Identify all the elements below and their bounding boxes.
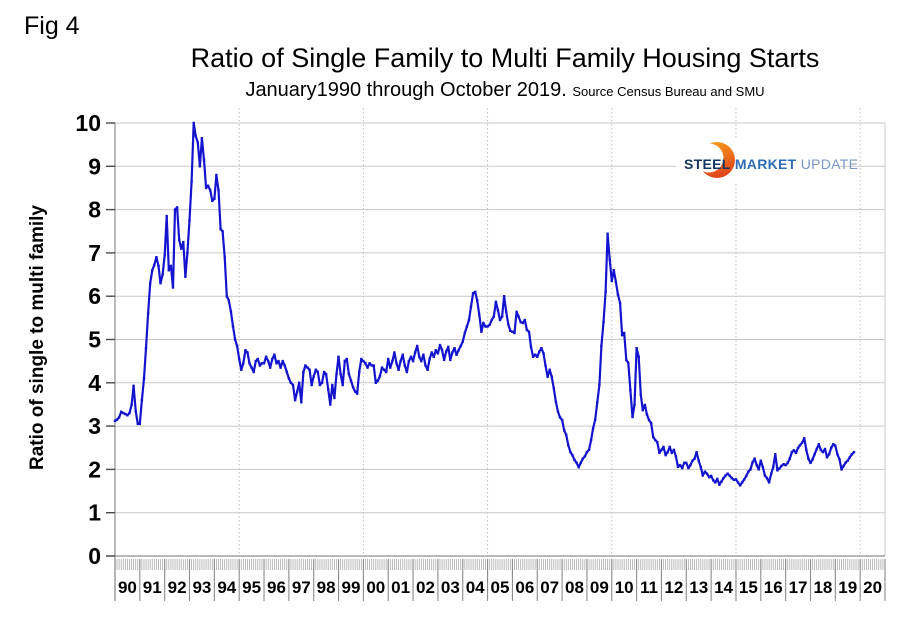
y-tick-label: 9 [88, 153, 101, 179]
x-tick-label: 93 [192, 578, 211, 597]
x-tick-label: 96 [267, 578, 286, 597]
monthly-tick-band [114, 559, 886, 570]
x-tick-label: 11 [640, 578, 658, 597]
y-tick-label: 1 [88, 500, 101, 526]
y-tick-label: 10 [75, 110, 101, 136]
x-tick-label: 10 [615, 578, 634, 597]
plot-frame [106, 123, 886, 601]
y-tick-label: 0 [88, 543, 101, 569]
y-tick-label: 2 [88, 456, 101, 482]
logo-word-market: MARKET [734, 156, 797, 172]
x-tick-label: 19 [838, 578, 857, 597]
chart-title: Ratio of Single Family to Multi Family H… [190, 43, 820, 73]
logo-word-steel: STEEL [684, 156, 731, 172]
x-tick-label: 14 [714, 578, 733, 597]
y-axis-ticks: 0 1 2 3 4 5 6 7 8 9 10 [75, 110, 115, 569]
x-tick-label: 12 [664, 578, 683, 597]
smu-logo: STEEL MARKET UPDATE [676, 139, 858, 181]
x-tick-label: 20 [863, 578, 882, 597]
subtitle-date-range: January1990 through October 2019. [245, 78, 567, 101]
y-tick-label: 7 [88, 240, 101, 266]
x-tick-label: 02 [416, 578, 435, 597]
y-tick-label: 4 [88, 370, 101, 396]
x-tick-label: 17 [789, 578, 808, 597]
y-tick-label: 8 [88, 197, 101, 223]
y-tick-label: 5 [88, 327, 101, 353]
x-tick-label: 04 [466, 578, 485, 597]
x-tick-label: 05 [491, 578, 510, 597]
x-tick-label: 00 [366, 578, 385, 597]
x-tick-label: 92 [168, 578, 187, 597]
subtitle-source: Source Census Bureau and SMU [572, 83, 765, 99]
x-tick-label: 99 [342, 578, 361, 597]
x-tick-label: 13 [689, 578, 708, 597]
x-tick-label: 97 [292, 578, 311, 597]
x-tick-label: 18 [813, 578, 832, 597]
data-series [113, 121, 856, 487]
x-tick-label: 15 [739, 578, 758, 597]
chart-subtitle: January1990 through October 2019. Source… [100, 79, 910, 102]
x-tick-label: 01 [391, 578, 410, 597]
x-tick-label: 08 [565, 578, 584, 597]
vertical-dotted-gridlines [238, 108, 861, 556]
x-axis-year-labels: 90 91 92 93 94 95 96 97 98 99 00 01 02 03 04 05 06 07 08 09… [114, 559, 886, 601]
chart-header: Ratio of Single Family to Multi Family H… [100, 43, 910, 102]
x-tick-label: 16 [764, 578, 783, 597]
y-tick-label: 3 [88, 413, 101, 439]
x-tick-label: 09 [590, 578, 609, 597]
x-tick-label: 98 [317, 578, 336, 597]
figure-label: Fig 4 [24, 12, 80, 40]
smu-logo-text: STEEL MARKET UPDATE [684, 156, 858, 172]
x-tick-label: 03 [441, 578, 460, 597]
logo-word-update: UPDATE [800, 156, 859, 172]
smu-crescent-icon [698, 142, 735, 178]
x-tick-label: 07 [540, 578, 559, 597]
x-tick-label: 06 [515, 578, 534, 597]
x-tick-label: 91 [143, 578, 162, 597]
x-tick-label: 94 [217, 578, 236, 597]
x-tick-label: 90 [118, 578, 137, 597]
y-tick-label: 6 [88, 283, 101, 309]
x-tick-label: 95 [242, 578, 261, 597]
